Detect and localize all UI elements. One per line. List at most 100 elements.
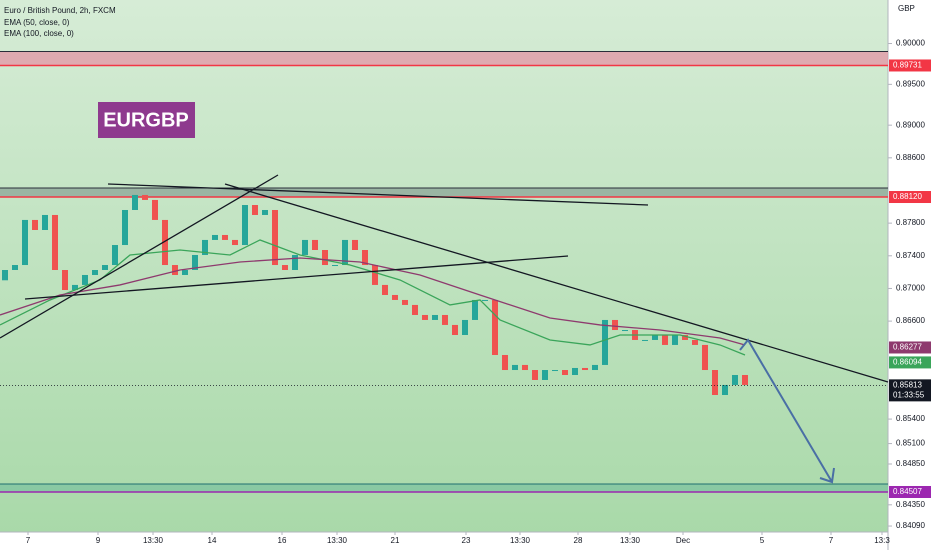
candle-body [242,205,248,246]
candle-body [272,209,278,266]
price-tag-label: 0.89731 [893,61,922,70]
candle-body [182,270,188,275]
candle-body [362,249,368,266]
candle-body [682,334,688,340]
price-tag-label: 0.84507 [893,487,922,496]
candle-body [412,304,418,315]
candle-body [212,234,218,240]
candle-body [572,367,578,375]
price-tag [889,356,931,369]
x-tick-label: 13:30 [327,536,348,545]
candle-body [292,254,298,271]
x-tick-label: 28 [574,536,583,545]
candle-body [162,219,168,266]
x-tick-label: 13:30 [143,536,164,545]
candle-body [382,284,388,295]
candle-body [222,234,228,240]
candle-body [642,339,648,341]
candle-body [512,364,518,371]
price-tag [889,191,931,204]
y-tick-label: 0.84350 [896,500,925,509]
candle-body [312,239,318,250]
candle-body [622,330,628,332]
candle-body [152,199,158,220]
candle-body [392,294,398,300]
candle-body [262,209,268,215]
x-tick-label: 16 [278,536,287,545]
chart-title: Euro / British Pound, 2h, FXCM [4,6,116,15]
candle-body [422,314,428,320]
x-tick-label: 13:30 [620,536,641,545]
candle-body [552,370,558,372]
candle-body [12,265,18,271]
price-tag-label: 0.88120 [893,192,922,201]
y-tick-label: 0.86600 [896,316,925,325]
candle-body [352,239,358,250]
candle-body [462,319,468,335]
zone [0,483,888,492]
price-axis [888,0,932,550]
candle-body [132,194,138,210]
y-tick-label: 0.90000 [896,39,925,48]
candle-body [342,239,348,266]
y-tick-label: 0.85400 [896,414,925,423]
candle-body [2,270,8,281]
candle-body [232,239,238,246]
x-tick-label: Dec [676,536,690,545]
forecast-arrow [739,338,835,484]
candle-body [122,209,128,246]
candle-body [502,354,508,371]
y-tick-label: 0.89000 [896,120,925,129]
candle-body [712,370,718,395]
candle-body [612,319,618,331]
candle-body [742,374,748,385]
candle-body [592,364,598,371]
countdown: 01:33:55 [893,390,925,399]
badge-text: EURGBP [103,109,189,131]
candle-body [102,265,108,271]
candle-body [662,334,668,345]
ema-line [0,239,746,356]
x-tick-label: 21 [391,536,400,545]
x-tick-label: 9 [96,536,101,545]
price-tag-label: 0.86277 [893,343,922,352]
candle-body [282,265,288,271]
y-tick-label: 0.87800 [896,218,925,227]
candle-body [332,265,338,267]
price-tag-label: 0.85813 [893,380,922,389]
candle-body [722,384,728,395]
price-tag [889,485,931,498]
y-tick-label: 0.84090 [896,521,925,530]
x-tick-label: 7 [829,536,834,545]
candle-body [62,270,68,291]
candle-body [42,214,48,230]
x-tick-label: 7 [26,536,31,545]
candle-body [82,274,88,285]
candle-body [372,265,378,285]
candle-body [202,239,208,255]
y-tick-label: 0.87000 [896,284,925,293]
candle-body [492,299,498,355]
zone [0,51,888,66]
candle-body [452,324,458,335]
candle-body [672,334,678,345]
ema-line [0,257,746,346]
x-tick-label: 23 [462,536,471,545]
x-tick-label: 13:30 [510,536,531,545]
y-tick-label: 0.89500 [896,79,925,88]
candle-body [72,284,78,291]
currency-label: GBP [898,4,915,13]
candle-body [732,374,738,385]
candle-body [402,299,408,305]
candle-body [702,344,708,371]
candle-body [192,254,198,271]
badge [98,102,195,138]
trendlines [0,174,889,383]
price-tag [889,341,931,354]
candle-body [252,205,258,215]
y-tick-label: 0.85100 [896,439,925,448]
time-axis [0,532,888,550]
candle-body [442,314,448,325]
candle-body [22,219,28,266]
candle-body [562,370,568,375]
